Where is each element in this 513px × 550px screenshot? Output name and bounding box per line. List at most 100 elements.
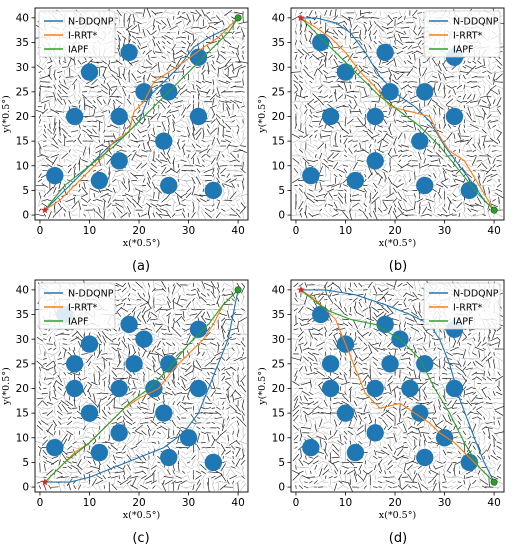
- field-arrow: [434, 113, 436, 120]
- field-arrow: [43, 338, 47, 340]
- field-arrow: [128, 69, 131, 75]
- field-arrow: [481, 129, 487, 134]
- field-arrow: [89, 465, 100, 469]
- field-arrow: [308, 184, 314, 187]
- field-arrow: [137, 327, 141, 332]
- field-arrow: [447, 95, 452, 99]
- field-arrow: [148, 54, 150, 60]
- field-arrow: [46, 401, 53, 405]
- field-arrow: [490, 173, 498, 178]
- field-arrow: [128, 459, 130, 466]
- field-arrow: [322, 213, 329, 217]
- field-arrow: [155, 484, 163, 491]
- field-arrow: [139, 302, 149, 308]
- field-arrow: [61, 152, 69, 159]
- field-arrow: [150, 480, 157, 485]
- field-arrow: [38, 114, 42, 119]
- field-arrow: [73, 59, 76, 66]
- field-arrow: [432, 167, 437, 174]
- field-arrow: [154, 401, 163, 405]
- field-arrow: [189, 30, 198, 36]
- field-arrow: [53, 361, 57, 367]
- field-arrow: [71, 461, 78, 464]
- field-arrow: [111, 422, 118, 424]
- field-arrow: [472, 198, 476, 202]
- field-arrow: [336, 80, 345, 84]
- field-arrow: [53, 84, 57, 90]
- field-arrow: [427, 213, 433, 217]
- field-arrow: [407, 81, 413, 83]
- field-arrow: [116, 88, 122, 95]
- field-arrow: [39, 84, 41, 90]
- field-arrow: [234, 143, 242, 149]
- field-arrow: [46, 343, 54, 345]
- field-arrow: [151, 305, 156, 314]
- field-arrow: [368, 33, 372, 42]
- field-arrow: [147, 30, 151, 36]
- field-arrow: [108, 425, 111, 431]
- field-arrow: [351, 194, 360, 197]
- field-arrow: [36, 391, 44, 396]
- field-arrow: [186, 294, 191, 296]
- field-arrow: [179, 15, 188, 20]
- field-arrow: [176, 321, 181, 328]
- field-arrow: [377, 99, 383, 104]
- field-arrow: [39, 454, 41, 461]
- field-arrow: [473, 93, 476, 100]
- field-arrow: [437, 82, 442, 91]
- field-arrow: [231, 36, 235, 39]
- field-arrow: [172, 283, 175, 287]
- field-arrow: [53, 410, 56, 416]
- field-arrow: [172, 463, 175, 471]
- field-arrow: [53, 89, 56, 95]
- field-arrow: [136, 406, 142, 411]
- field-arrow: [388, 147, 392, 155]
- field-arrow: [226, 143, 231, 149]
- field-arrow: [174, 336, 183, 342]
- field-arrow: [145, 441, 152, 444]
- field-arrow: [181, 204, 186, 207]
- field-arrow: [40, 99, 50, 104]
- field-arrow: [343, 20, 348, 25]
- field-arrow: [176, 295, 181, 305]
- field-arrow: [474, 213, 485, 217]
- field-arrow: [116, 65, 122, 69]
- field-arrow: [402, 45, 408, 49]
- field-arrow: [452, 85, 457, 89]
- field-arrow: [160, 425, 168, 431]
- field-arrow: [338, 110, 343, 113]
- field-arrow: [90, 202, 99, 208]
- field-arrow: [92, 169, 97, 172]
- field-arrow: [206, 112, 211, 121]
- field-arrow: [331, 198, 340, 202]
- field-arrow: [102, 116, 106, 127]
- field-arrow: [212, 10, 215, 16]
- field-arrow: [323, 95, 329, 99]
- field-arrow: [108, 374, 111, 383]
- field-arrow: [231, 30, 235, 35]
- field-arrow: [233, 86, 243, 88]
- field-arrow: [364, 178, 367, 183]
- field-arrow: [400, 162, 410, 169]
- field-arrow: [83, 381, 86, 386]
- field-arrow: [443, 116, 446, 126]
- field-arrow: [412, 16, 417, 20]
- field-arrow: [294, 123, 298, 129]
- field-arrow: [225, 154, 231, 158]
- field-arrow: [53, 59, 57, 66]
- field-arrow: [353, 154, 358, 158]
- field-arrow: [234, 100, 243, 104]
- field-arrow: [182, 31, 186, 34]
- field-arrow: [126, 332, 132, 337]
- field-arrow: [349, 124, 352, 128]
- field-arrow: [466, 89, 472, 94]
- field-arrow: [407, 75, 413, 79]
- field-arrow: [463, 104, 466, 109]
- field-arrow: [172, 401, 175, 406]
- field-arrow: [363, 44, 367, 51]
- field-arrow: [175, 94, 182, 100]
- field-arrow: [186, 282, 192, 288]
- field-arrow: [68, 149, 71, 153]
- field-arrow: [326, 16, 335, 20]
- field-arrow: [292, 155, 300, 157]
